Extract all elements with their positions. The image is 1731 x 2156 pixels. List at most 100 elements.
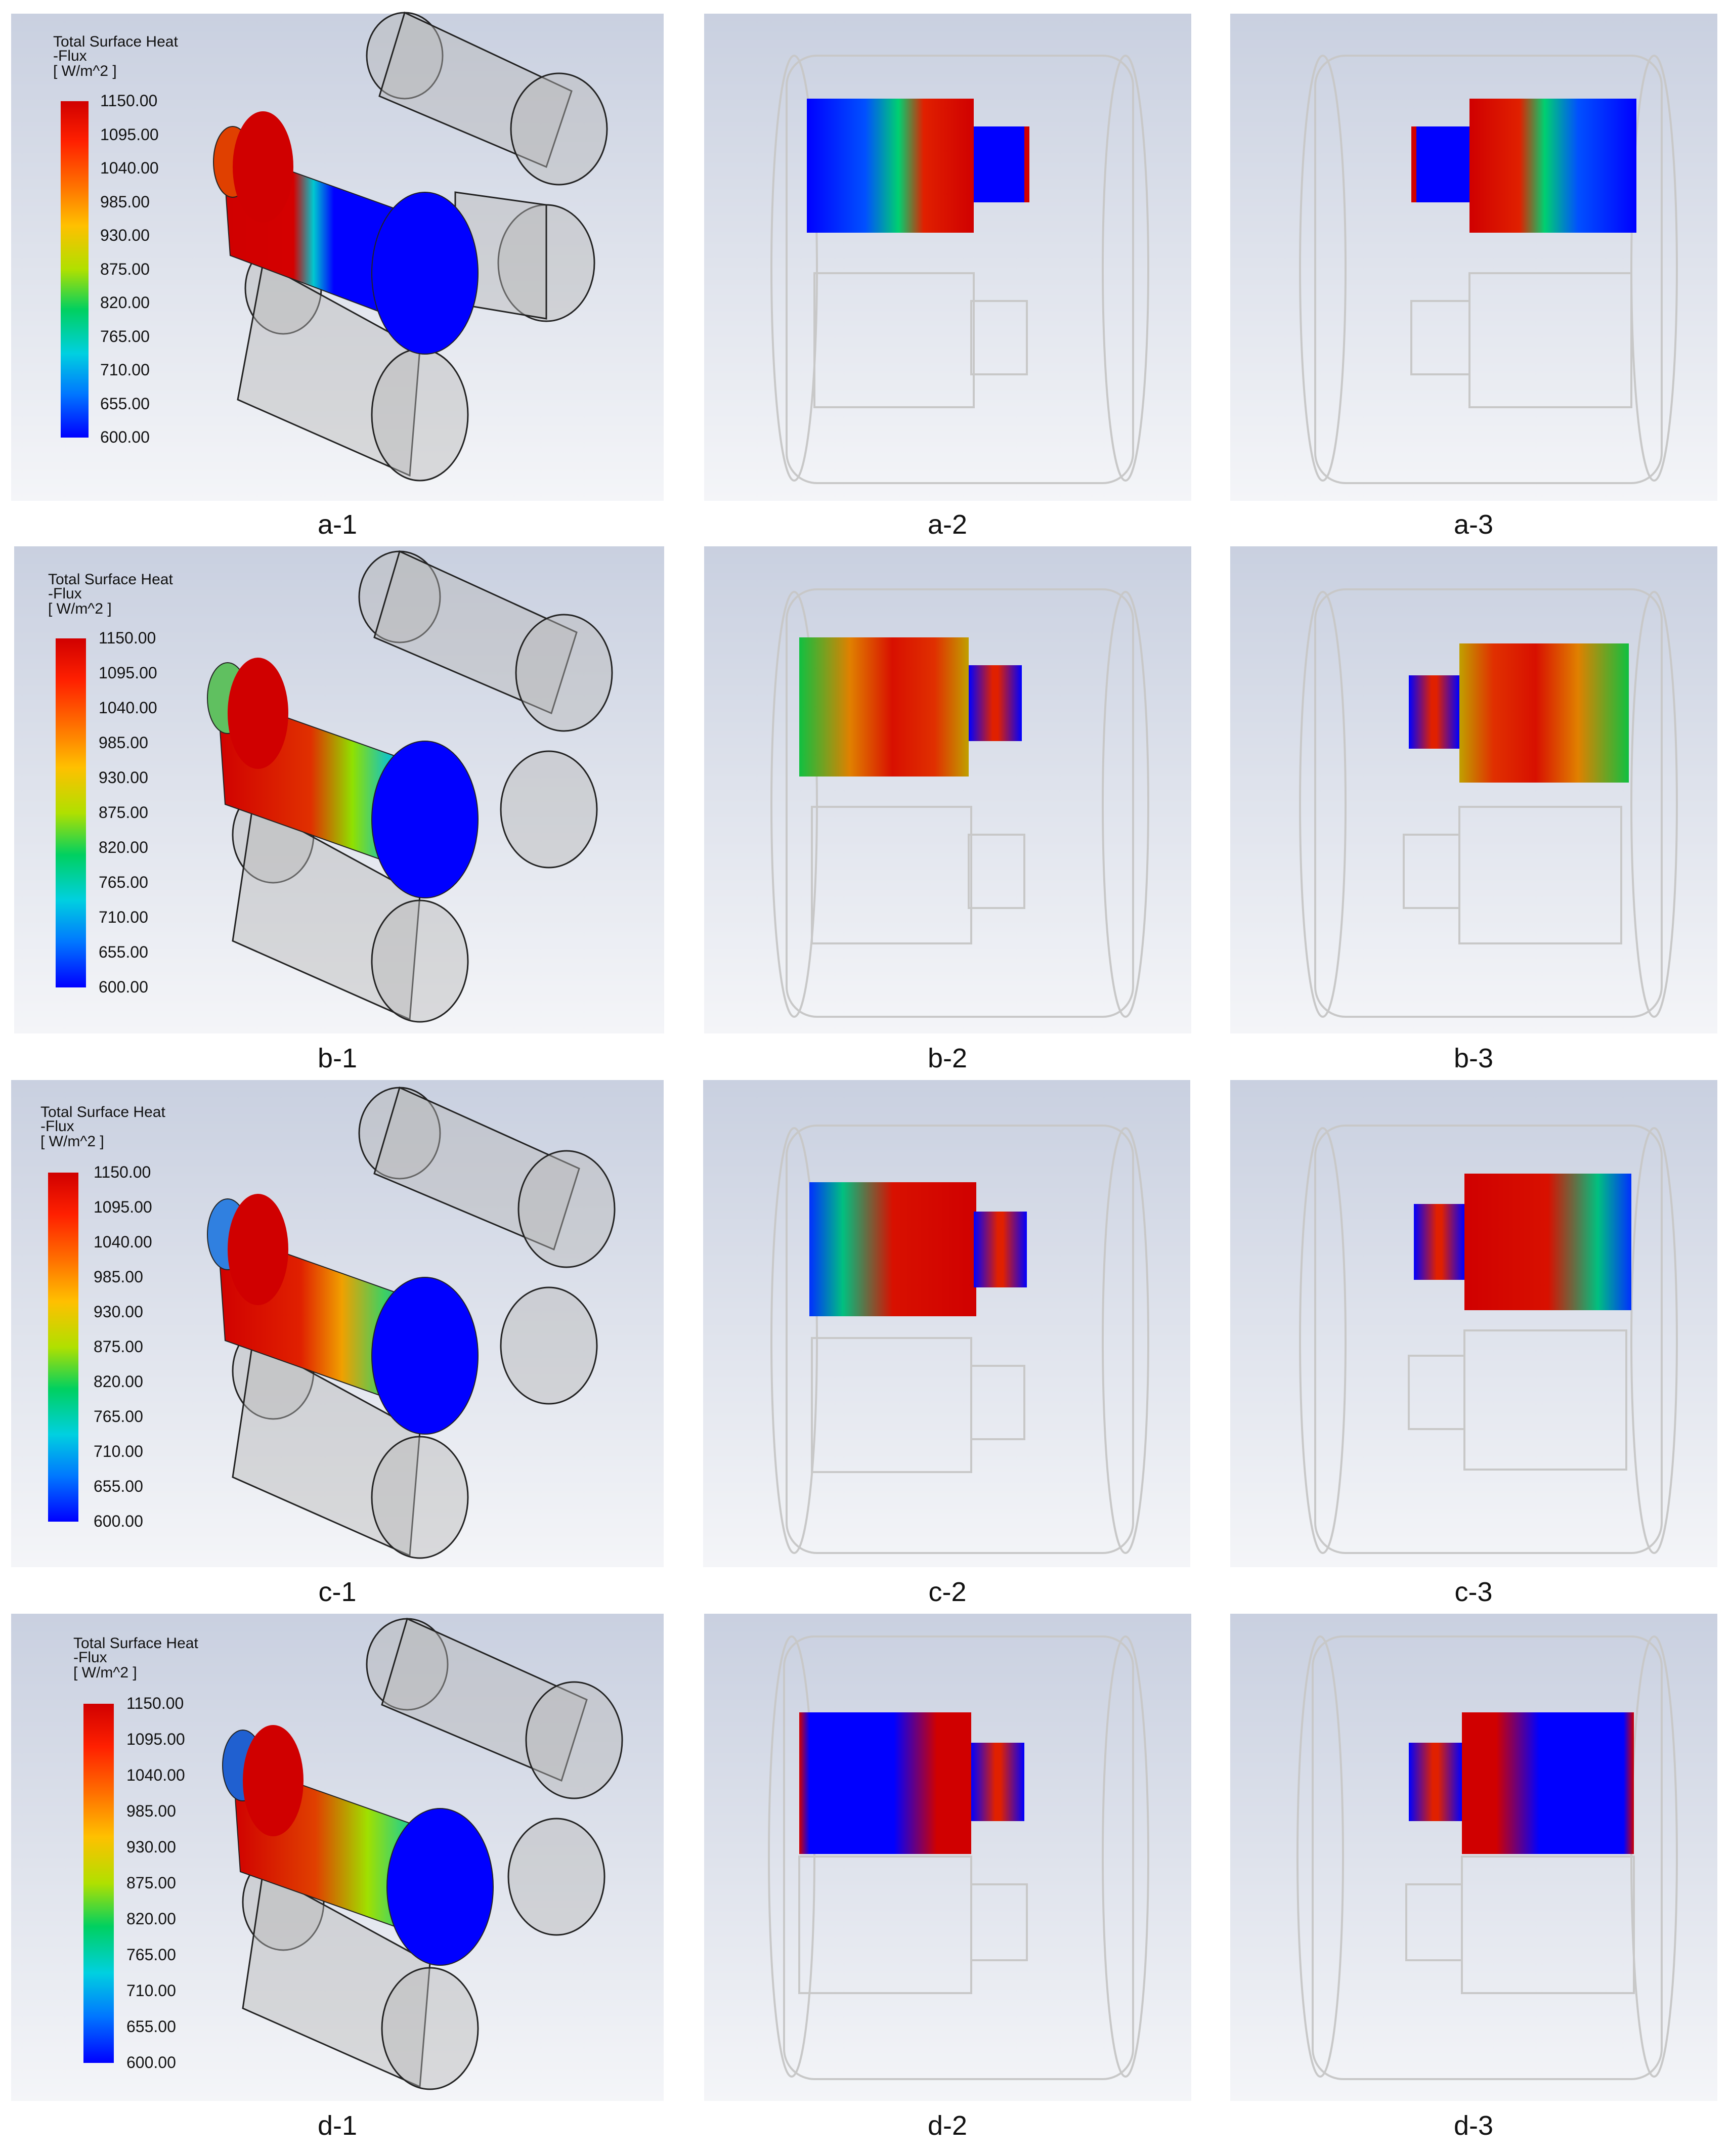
legend-tick: 1150.00 (94, 1163, 151, 1181)
heated-cylinder (213, 111, 479, 355)
small-cylinder (969, 665, 1022, 741)
colorbar (48, 1173, 78, 1522)
colorbar (61, 101, 89, 438)
small-cylinder (971, 1743, 1024, 1821)
legend-tick: 985.00 (100, 193, 150, 211)
cylinder-side (1469, 99, 1636, 233)
small-cylinder (974, 126, 1027, 202)
small-cylinder (1414, 1204, 1464, 1280)
panel-a-1: Total Surface Heat -Flux [ W/m^2 ] 1150.… (11, 11, 664, 501)
caption: c-3 (1454, 1577, 1492, 1607)
small-cylinder (974, 1212, 1027, 1287)
panel-c-1: Total Surface Heat -Flux [ W/m^2 ] 1150.… (11, 1080, 664, 1567)
legend-unit: [ W/m^2 ] (48, 600, 112, 617)
legend-tick: 710.00 (99, 908, 148, 926)
cylinder-side (809, 1182, 976, 1316)
panel-a-2 (704, 14, 1191, 501)
legend-title-line2: -Flux (40, 1118, 74, 1135)
small-cylinder (1414, 126, 1469, 202)
colorbar-legend: Total Surface Heat -Flux [ W/m^2 ] 1150.… (48, 571, 173, 996)
colorbar (56, 638, 86, 987)
legend-tick: 1150.00 (100, 92, 157, 110)
legend-tick: 1095.00 (99, 664, 157, 682)
caption-row-d: d-1 d-2 d-3 (318, 2110, 1493, 2141)
legend-tick: 765.00 (94, 1407, 143, 1426)
legend-tick: 875.00 (126, 1874, 176, 1892)
colorbar-legend: Total Surface Heat -Flux [ W/m^2 ] 1150.… (40, 1104, 165, 1530)
cylinder-side (1459, 643, 1629, 783)
caption: a-3 (1454, 509, 1493, 540)
legend-tick: 985.00 (99, 734, 148, 752)
legend-tick: 875.00 (100, 260, 150, 278)
caption: a-2 (928, 509, 967, 540)
legend-title-line1: Total Surface Heat (53, 33, 178, 50)
legend-tick: 820.00 (94, 1372, 143, 1391)
legend-tick: 710.00 (100, 361, 150, 379)
caption-row-a: a-1 a-2 a-3 (318, 509, 1493, 540)
row-b: Total Surface Heat -Flux [ W/m^2 ] 1150.… (14, 546, 1717, 1073)
legend-tick: 710.00 (126, 1981, 176, 2000)
row-c: Total Surface Heat -Flux [ W/m^2 ] 1150.… (11, 1080, 1717, 1607)
heated-cylinder (207, 658, 479, 898)
iso-model (237, 11, 608, 482)
legend-unit: [ W/m^2 ] (53, 63, 117, 79)
legend-tick: 1150.00 (126, 1694, 184, 1712)
legend-tick: 820.00 (100, 293, 150, 312)
cylinder-side (1464, 1174, 1631, 1310)
legend-tick: 600.00 (99, 978, 148, 996)
panel-b-3 (1230, 546, 1717, 1033)
legend-tick: 1095.00 (126, 1730, 185, 1748)
colorbar-legend: Total Surface Heat -Flux [ W/m^2 ] 1150.… (53, 33, 178, 446)
legend-tick: 875.00 (94, 1338, 143, 1356)
small-cylinder (1409, 675, 1459, 749)
caption: d-2 (928, 2110, 967, 2141)
heated-cylinder (207, 1194, 479, 1435)
caption: b-1 (318, 1043, 357, 1073)
colorbar (83, 1704, 114, 2063)
panel-d-1: Total Surface Heat -Flux [ W/m^2 ] 1150.… (11, 1614, 664, 2101)
legend-title-line2: -Flux (73, 1649, 107, 1666)
panel-d-3 (1230, 1614, 1717, 2101)
caption: c-2 (928, 1577, 966, 1607)
legend-tick: 820.00 (126, 1910, 176, 1928)
heated-cylinder (222, 1725, 494, 1966)
legend-tick: 875.00 (99, 803, 148, 822)
legend-tick: 655.00 (99, 943, 148, 961)
caption: d-1 (318, 2110, 357, 2141)
row-a: Total Surface Heat -Flux [ W/m^2 ] 1150.… (11, 11, 1717, 540)
caption: a-1 (318, 509, 357, 540)
legend-tick: 1095.00 (100, 125, 159, 144)
legend-tick: 765.00 (99, 873, 148, 891)
legend-tick: 820.00 (99, 838, 148, 856)
panel-d-2 (704, 1614, 1191, 2101)
legend-tick: 1150.00 (99, 629, 156, 647)
legend-title-line2: -Flux (53, 48, 87, 64)
legend-tick: 600.00 (100, 428, 150, 446)
caption: b-2 (928, 1043, 967, 1073)
legend-tick: 930.00 (126, 1838, 176, 1856)
caption: b-3 (1454, 1043, 1493, 1073)
legend-tick: 600.00 (94, 1512, 143, 1530)
caption: d-3 (1454, 2110, 1493, 2141)
caption: c-1 (318, 1577, 356, 1607)
legend-tick: 1040.00 (100, 159, 159, 177)
legend-tick: 765.00 (100, 327, 150, 346)
panel-b-1: Total Surface Heat -Flux [ W/m^2 ] 1150.… (14, 546, 664, 1033)
legend-unit: [ W/m^2 ] (40, 1133, 104, 1150)
caption-row-b: b-1 b-2 b-3 (318, 1043, 1493, 1073)
cylinder-side (807, 99, 974, 233)
legend-title-line1: Total Surface Heat (48, 571, 173, 588)
legend-tick: 600.00 (126, 2053, 176, 2072)
legend-title-line1: Total Surface Heat (40, 1104, 165, 1120)
legend-tick: 765.00 (126, 1946, 176, 1964)
colorbar-legend: Total Surface Heat -Flux [ W/m^2 ] 1150.… (73, 1635, 198, 2072)
legend-tick: 930.00 (99, 768, 148, 787)
cylinder-side (799, 637, 969, 777)
cylinder-side (1462, 1712, 1634, 1854)
legend-tick: 1095.00 (94, 1198, 152, 1216)
legend-tick: 655.00 (94, 1477, 143, 1495)
legend-tick: 710.00 (94, 1442, 143, 1460)
legend-tick: 930.00 (100, 226, 150, 244)
legend-unit: [ W/m^2 ] (73, 1664, 137, 1681)
